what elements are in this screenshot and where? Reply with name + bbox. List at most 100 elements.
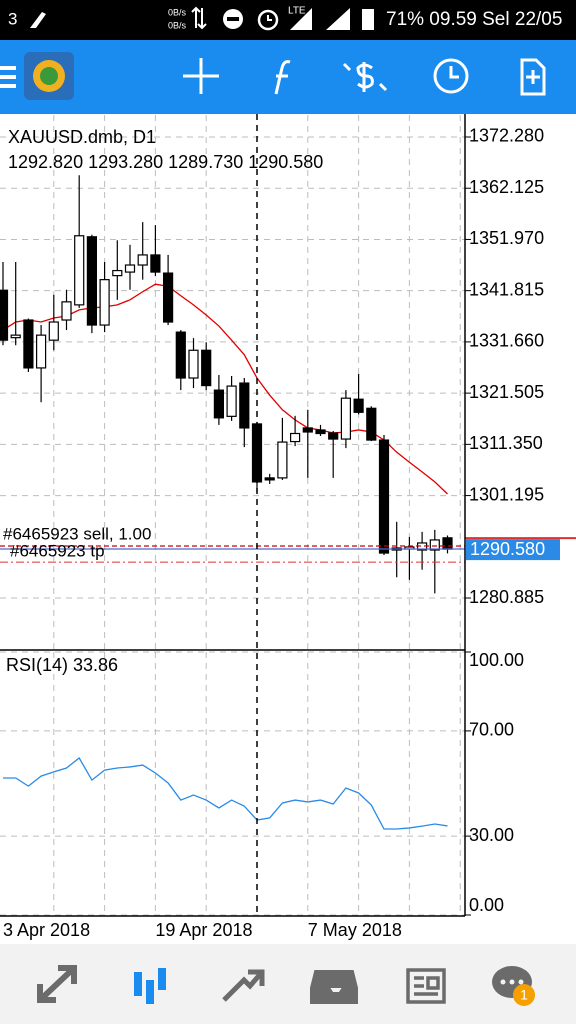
date-label-bg bbox=[1, 920, 111, 942]
candle-body bbox=[175, 331, 186, 379]
order-label: #6465923 sell, 1.00 bbox=[3, 524, 151, 543]
candle-body bbox=[0, 289, 9, 341]
badge bbox=[513, 984, 535, 1006]
notification-count: 3 bbox=[8, 9, 17, 28]
network-type: LTE bbox=[288, 6, 306, 17]
indicators-button[interactable] bbox=[274, 60, 291, 95]
candle-body bbox=[239, 382, 250, 429]
speed-up: 0B/s bbox=[168, 7, 187, 17]
y-tick-label: 1280.885 bbox=[469, 587, 544, 607]
chat-dot bbox=[509, 979, 515, 985]
candle-body bbox=[290, 432, 301, 443]
period-button[interactable] bbox=[433, 58, 469, 94]
status-bar bbox=[0, 0, 576, 40]
candle-body bbox=[366, 407, 377, 441]
chart-tab[interactable] bbox=[134, 968, 166, 1004]
y-tick-label: 0.00 bbox=[469, 895, 504, 915]
candle-body bbox=[277, 441, 288, 479]
y-tick-label: 1362.125 bbox=[469, 177, 544, 197]
dnd-bar bbox=[227, 17, 239, 21]
date-label-bg bbox=[153, 920, 264, 942]
chart-area: 1372.280 1362.125 1351.970 1341.815 1331.660… bbox=[0, 115, 576, 942]
x-tick-label: 3 Apr 2018 bbox=[3, 920, 90, 940]
candle-body bbox=[353, 398, 364, 413]
signal-1 bbox=[290, 8, 312, 30]
candle-body bbox=[226, 385, 237, 417]
candle-body bbox=[378, 439, 390, 554]
candle-body bbox=[251, 423, 263, 483]
candle-body bbox=[188, 349, 199, 379]
candle-body bbox=[10, 334, 21, 339]
trade-button[interactable] bbox=[342, 62, 388, 92]
signal-2 bbox=[326, 8, 350, 30]
candle-body bbox=[112, 269, 123, 277]
candle-body bbox=[302, 427, 313, 433]
y-tick-label: 1321.505 bbox=[469, 382, 544, 402]
menu-button[interactable] bbox=[0, 52, 74, 100]
y-tick-label: 70.00 bbox=[469, 720, 514, 740]
period-hands bbox=[449, 66, 459, 79]
tab-candle bbox=[134, 972, 142, 996]
date-label-bg bbox=[305, 920, 416, 942]
candle-body bbox=[23, 319, 34, 369]
menu-bar bbox=[0, 75, 16, 79]
menu-bar bbox=[0, 84, 16, 88]
news-tab[interactable] bbox=[406, 968, 446, 1004]
candle-body bbox=[150, 254, 161, 273]
alarm-hands bbox=[267, 15, 272, 21]
x-tick-label: 7 May 2018 bbox=[308, 920, 402, 940]
candle-body bbox=[99, 279, 110, 326]
y-tick-label: 1372.280 bbox=[469, 126, 544, 146]
chart-title: XAUUSD.dmb, D1 bbox=[8, 127, 156, 147]
candle-body bbox=[86, 236, 98, 326]
y-tick-label: 1301.195 bbox=[469, 484, 544, 504]
y-tick-label: 100.00 bbox=[469, 650, 524, 670]
candle-body bbox=[124, 264, 136, 273]
y-tick-label: 1341.815 bbox=[469, 279, 544, 299]
crosshair-button[interactable] bbox=[183, 58, 219, 94]
chat-dot bbox=[518, 979, 524, 985]
status-right: 71% 09.59 Sel 22/05 bbox=[386, 9, 562, 30]
y-tick-label: 1331.660 bbox=[469, 331, 544, 351]
badge-count: 1 bbox=[520, 987, 528, 1003]
candle-body bbox=[340, 397, 351, 440]
new-order-button[interactable] bbox=[520, 58, 546, 96]
ohlc-info: 1292.820 1293.280 1289.730 1290.580 bbox=[8, 152, 323, 172]
app-logo-inner bbox=[40, 67, 58, 85]
y-tick-label: 1351.970 bbox=[469, 228, 544, 248]
quotes-tab[interactable] bbox=[37, 965, 77, 1003]
candle-body bbox=[74, 235, 85, 306]
candle-body bbox=[328, 432, 339, 440]
data-icon bbox=[191, 6, 207, 30]
candle-body bbox=[315, 429, 326, 435]
battery-icon bbox=[362, 9, 374, 30]
price-label: 1290.580 bbox=[470, 539, 545, 559]
trade-tab[interactable] bbox=[222, 969, 265, 1002]
candle-body bbox=[201, 349, 212, 387]
candle-body bbox=[61, 301, 72, 321]
y-tick-label: 1311.350 bbox=[469, 433, 543, 453]
candle-body bbox=[213, 389, 224, 419]
candle-body bbox=[35, 334, 47, 369]
messages-tab[interactable]: 1 bbox=[492, 966, 535, 1006]
bottom-nav bbox=[0, 944, 576, 1024]
candle-body bbox=[429, 539, 440, 551]
rsi-title: RSI(14) 33.86 bbox=[6, 655, 118, 675]
candle-body bbox=[442, 537, 453, 550]
tab-candle bbox=[158, 968, 166, 990]
menu-bar bbox=[0, 66, 16, 70]
speed-down: 0B/s bbox=[168, 20, 187, 30]
price-label-box bbox=[466, 539, 560, 561]
chat-dot bbox=[500, 979, 506, 985]
x-tick-label: 19 Apr 2018 bbox=[155, 920, 252, 940]
alarm-icon bbox=[257, 9, 279, 31]
y-tick-label: 30.00 bbox=[469, 825, 514, 845]
history-tab[interactable] bbox=[310, 970, 358, 1004]
candle-body bbox=[264, 477, 275, 481]
candle-body bbox=[48, 321, 59, 341]
mic-icon bbox=[30, 12, 46, 28]
tab-candle bbox=[146, 980, 154, 1004]
order-label: #6465923 tp bbox=[10, 541, 105, 560]
